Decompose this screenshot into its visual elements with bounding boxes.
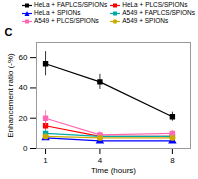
svg-text:Time (hours): Time (hours) xyxy=(91,166,136,175)
svg-text:1: 1 xyxy=(43,156,48,165)
svg-text:Enhancement ratio (-%): Enhancement ratio (-%) xyxy=(6,53,15,138)
svg-text:C: C xyxy=(5,26,13,38)
svg-text:40: 40 xyxy=(19,83,28,92)
html-text:A549 + SPIONs: A549 + SPIONs xyxy=(122,17,169,24)
svg-text:60: 60 xyxy=(19,53,28,62)
html-text:HeLa + PLCS/SPIONs: HeLa + PLCS/SPIONs xyxy=(122,1,188,8)
html-text:A549 + FAPLCS/SPIONs: A549 + FAPLCS/SPIONs xyxy=(122,9,195,16)
svg-text:0: 0 xyxy=(23,144,28,153)
html-text:HeLa + SPIONs: HeLa + SPIONs xyxy=(34,9,81,16)
html-text:HeLa + FAPLCS/SPIONs: HeLa + FAPLCS/SPIONs xyxy=(34,1,108,8)
svg-text:20: 20 xyxy=(19,114,28,123)
svg-text:8: 8 xyxy=(170,156,175,165)
svg-text:4: 4 xyxy=(98,156,103,165)
html-text:A549 + PLCS/SPIONs: A549 + PLCS/SPIONs xyxy=(34,17,99,24)
